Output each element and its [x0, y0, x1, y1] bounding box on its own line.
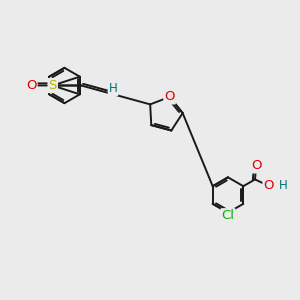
Text: S: S	[49, 79, 57, 92]
Text: O: O	[263, 178, 274, 192]
Text: O: O	[164, 90, 175, 104]
Text: H: H	[278, 178, 287, 192]
Text: H: H	[109, 82, 117, 95]
Text: O: O	[26, 79, 37, 92]
Text: O: O	[251, 160, 261, 172]
Text: Cl: Cl	[221, 209, 235, 222]
